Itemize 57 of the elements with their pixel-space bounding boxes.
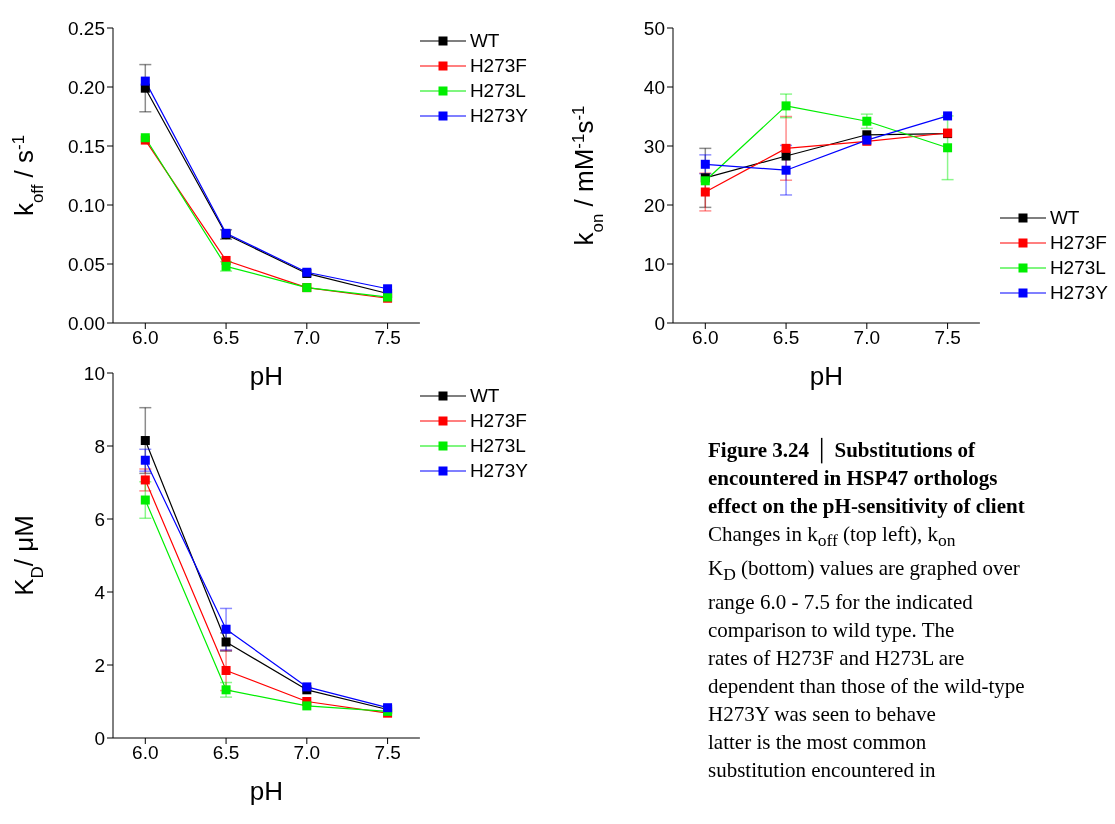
- text: latter is the most common: [708, 730, 927, 755]
- y-tick-label: 0: [654, 312, 665, 334]
- y-tick-label: 8: [94, 435, 105, 457]
- x-tick-label: 7.5: [374, 327, 401, 349]
- text: Changes in k$_{off}$ (top left), k$_{on}$: [708, 522, 956, 551]
- y-tick-label: 20: [643, 194, 665, 216]
- text: substitution encountered in: [708, 758, 936, 783]
- text: encountered in HSP47 orthologs: [708, 466, 998, 490]
- legend-label: WT: [469, 384, 500, 408]
- y-tick-label: 0: [94, 727, 105, 749]
- y-tick-label: 0.00: [68, 312, 105, 334]
- x-axis-title: pH: [249, 776, 284, 806]
- y-tick-label: 40: [643, 76, 665, 98]
- legend-label: WT: [469, 29, 500, 53]
- y-tick-label: 0.10: [68, 194, 105, 216]
- text: comparison to wild type. The: [708, 618, 955, 643]
- legend-label: H273F: [1049, 231, 1107, 255]
- x-tick-label: 6.0: [132, 742, 159, 764]
- y-tick-label: 30: [643, 135, 665, 157]
- x-tick-label: 7.0: [293, 327, 321, 349]
- text: dependent than those of the wild-type: [708, 674, 1025, 699]
- y-tick-label: 10: [643, 253, 665, 275]
- y-tick-label: 6: [94, 508, 105, 530]
- legend-label: H273L: [1049, 256, 1106, 280]
- legend-label: WT: [1049, 206, 1080, 230]
- y-tick-label: 0.25: [68, 17, 105, 39]
- legend-label: H273F: [469, 54, 527, 78]
- legend-label: H273Y: [469, 104, 528, 128]
- legend-label: H273Y: [1049, 281, 1108, 305]
- text: K$_{D}$ (bottom) values are graphed over: [708, 556, 1020, 585]
- legend-label: H273L: [469, 434, 526, 458]
- x-tick-label: 6.5: [212, 327, 240, 349]
- text: range 6.0 - 7.5 for the indicated: [708, 590, 973, 615]
- legend-label: H273F: [469, 409, 527, 433]
- x-axis-title: pH: [249, 361, 284, 391]
- x-tick-label: 7.5: [374, 742, 401, 764]
- y-tick-label: 0.05: [68, 253, 105, 275]
- y-tick-label: 50: [643, 17, 665, 39]
- text: H273Y was seen to behave: [708, 702, 936, 727]
- x-tick-label: 7.5: [934, 327, 961, 349]
- y-tick-label: 0.20: [68, 76, 105, 98]
- y-tick-label: 2: [94, 654, 105, 676]
- caption: Figure 3.24 │ Substitutions of: [708, 438, 976, 462]
- x-tick-label: 6.5: [212, 742, 240, 764]
- x-tick-label: 6.0: [692, 327, 719, 349]
- y-tick-label: 0.15: [68, 135, 105, 157]
- x-axis-title: pH: [809, 361, 844, 391]
- x-tick-label: 6.5: [772, 327, 800, 349]
- x-tick-label: 7.0: [293, 742, 321, 764]
- legend-label: H273L: [469, 79, 526, 103]
- legend-label: H273Y: [469, 459, 528, 483]
- y-tick-label: 4: [94, 581, 106, 603]
- text: effect on the pH-sensitivity of client: [708, 494, 1025, 518]
- x-tick-label: 6.0: [132, 327, 159, 349]
- x-tick-label: 7.0: [853, 327, 881, 349]
- y-tick-label: 10: [83, 362, 105, 384]
- text: rates of H273F and H273L are: [708, 646, 965, 671]
